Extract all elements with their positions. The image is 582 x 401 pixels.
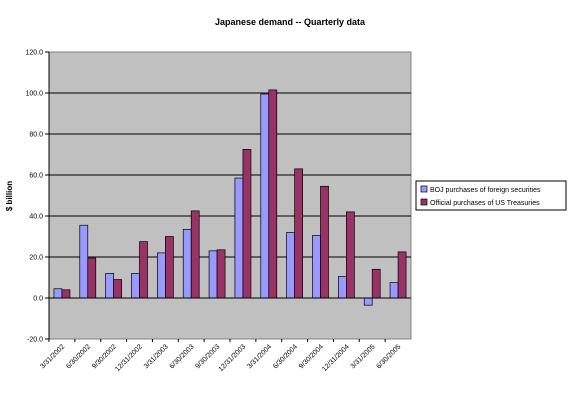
bar-treasuries [87, 257, 97, 299]
x-tick-label: 6/30/2004 [272, 343, 299, 370]
y-tick-label: -20.0 [27, 337, 43, 344]
y-tick-label: 60.0 [29, 173, 43, 180]
y-axis-label: $ billion [5, 181, 14, 211]
x-tick-label: 3/31/2005 [350, 343, 377, 370]
y-tick-label: 40.0 [29, 214, 43, 221]
y-tick-label: 80.0 [29, 132, 43, 139]
bar-treasuries [397, 251, 407, 299]
y-tick-label: 0.0 [33, 296, 43, 303]
bar-boj [79, 224, 89, 299]
bar-boj [234, 177, 244, 299]
bar-treasuries [139, 241, 148, 299]
legend-label-treasuries: Official purchases of US Treasuries [430, 200, 540, 207]
bar-boj [286, 232, 295, 299]
chart-title: Japanese demand -- Quarterly data [215, 17, 366, 27]
x-axis-ticks: 3/31/20026/30/20029/30/200212/31/20023/3… [39, 339, 403, 373]
x-tick-label: 3/31/2003 [143, 343, 170, 370]
legend-box [415, 180, 567, 211]
bars [49, 89, 411, 306]
legend-swatch-boj [420, 185, 428, 193]
bar-treasuries [294, 168, 303, 299]
bar-boj [182, 228, 192, 299]
bar-treasuries [242, 149, 252, 299]
bar-boj [260, 93, 270, 299]
x-tick-label: 3/31/2004 [246, 343, 273, 370]
bar-treasuries [190, 210, 200, 299]
bar-treasuries [346, 211, 355, 299]
bar-boj [157, 252, 166, 299]
bar-treasuries [216, 249, 226, 299]
x-tick-label: 6/30/2005 [376, 343, 403, 370]
bar-boj [105, 273, 114, 299]
x-tick-label: 6/30/2002 [65, 343, 92, 370]
x-tick-label: 6/30/2003 [169, 343, 196, 370]
x-tick-label: 9/30/2002 [91, 343, 118, 370]
x-tick-label: 3/31/2002 [39, 343, 66, 370]
bar-treasuries [268, 89, 278, 299]
bar-treasuries [113, 279, 122, 299]
x-tick-label: 12/31/2004 [321, 343, 351, 373]
bar-boj [312, 235, 321, 299]
bar-treasuries [371, 268, 381, 299]
legend: BOJ purchases of foreign securities Offi… [415, 180, 567, 211]
bar-boj [389, 282, 399, 299]
y-tick-label: 20.0 [29, 255, 43, 262]
bar-treasuries [165, 236, 174, 299]
bar-treasuries [320, 185, 329, 299]
bar-boj [131, 273, 140, 299]
x-tick-label: 12/31/2002 [114, 343, 144, 373]
bar-treasuries [61, 289, 71, 299]
x-tick-label: 9/30/2004 [298, 343, 325, 370]
y-tick-label: 120.0 [25, 50, 43, 57]
bar-boj [338, 276, 347, 299]
y-tick-label: 100.0 [25, 91, 43, 98]
plot-area [48, 51, 412, 340]
legend-swatch-treasuries [420, 198, 428, 206]
x-tick-label: 12/31/2003 [218, 343, 248, 373]
bar-boj [208, 250, 218, 299]
legend-label-boj: BOJ purchases of foreign securities [430, 187, 541, 194]
bar-boj [53, 288, 63, 299]
y-axis-ticks: -20.0 0.0 20.0 40.0 60.0 80.0 100.0 120.0 [25, 50, 50, 344]
x-tick-label: 9/30/2003 [195, 343, 222, 370]
bar-boj [363, 297, 373, 306]
